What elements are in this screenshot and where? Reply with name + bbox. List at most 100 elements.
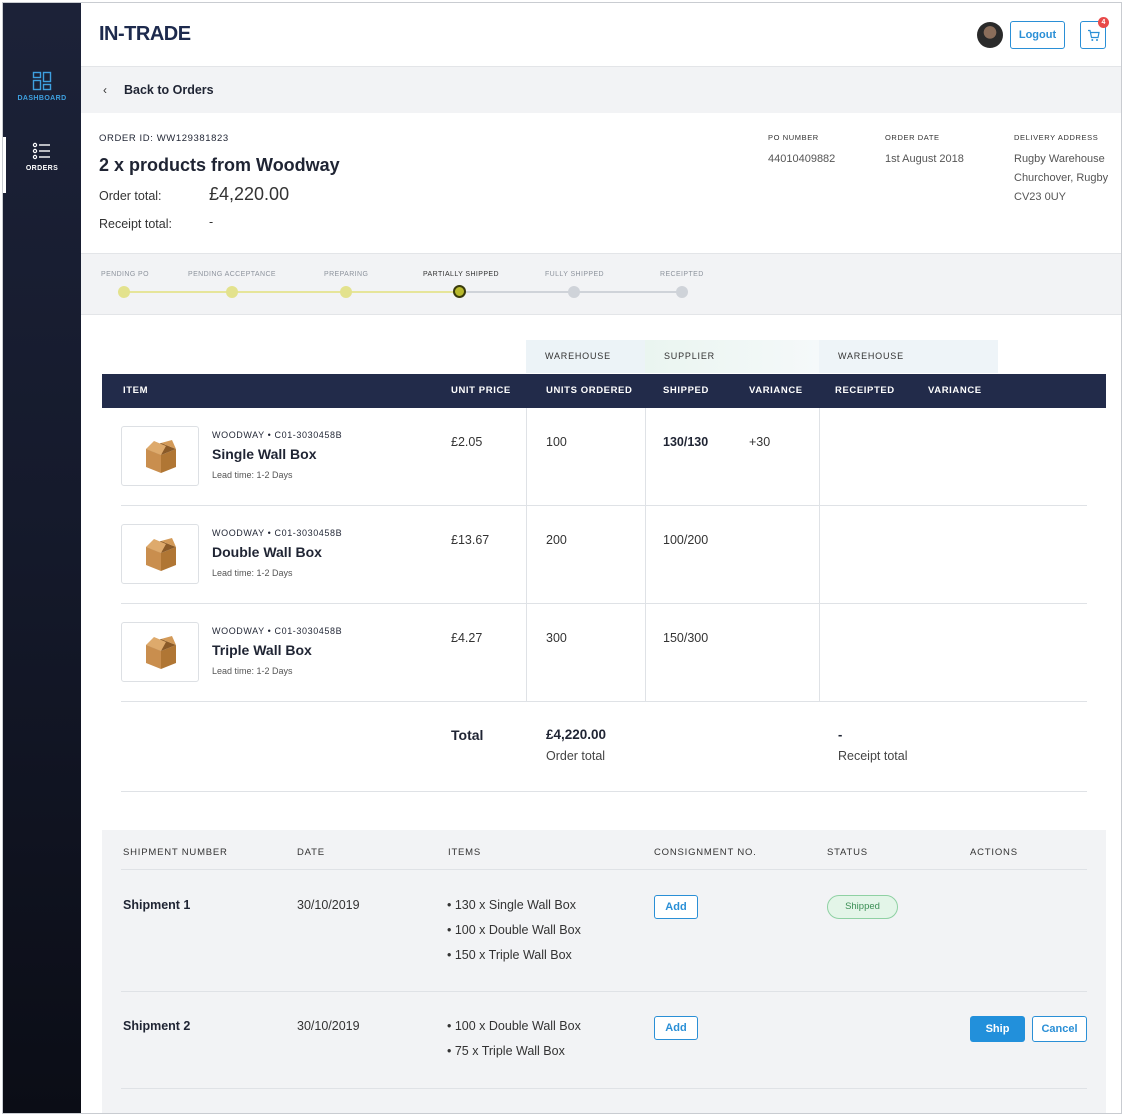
column-divider	[819, 408, 820, 702]
total-amount: £4,220.00	[546, 727, 607, 742]
page-title: 2 x products from Woodway	[99, 155, 340, 175]
totals-divider	[121, 791, 1087, 792]
sidebar-item-orders[interactable]: ORDERS	[3, 137, 81, 197]
total-sub-label: Order total	[546, 749, 606, 763]
product-image	[121, 426, 199, 486]
receipt-amount: -	[838, 727, 843, 742]
order-date-label: ORDER DATE	[885, 133, 940, 142]
top-header: IN-TRADE Logout 4	[81, 3, 1121, 67]
address-line: Churchover, Rugby	[1014, 172, 1109, 184]
po-number-value: 44010409882	[768, 153, 836, 165]
step-dot-current	[453, 285, 466, 298]
step-label: RECEIPTED	[660, 271, 704, 278]
logout-button[interactable]: Logout	[1010, 21, 1065, 49]
row-divider	[121, 869, 1087, 870]
row-divider	[121, 1088, 1087, 1089]
table-row[interactable]: WOODWAY • C01-3030458B Triple Wall Box L…	[102, 604, 1106, 702]
order-total-label: Order total:	[99, 189, 162, 203]
column-header: VARIANCE	[928, 385, 982, 396]
group-header-supplier: SUPPLIER	[645, 340, 819, 373]
column-header: SHIPMENT NUMBER	[123, 847, 228, 858]
step-dot	[568, 286, 580, 298]
delivery-address-label: DELIVERY ADDRESS	[1014, 133, 1099, 142]
po-number-label: PO NUMBER	[768, 133, 819, 142]
units-ordered: 200	[546, 533, 567, 547]
avatar[interactable]	[977, 22, 1003, 48]
group-header-warehouse: WAREHOUSE	[526, 340, 646, 373]
step-label: PENDING PO	[101, 271, 149, 278]
shipment-item: • 100 x Double Wall Box	[447, 923, 581, 937]
column-header: ITEMS	[448, 847, 482, 858]
row-divider	[121, 603, 1087, 604]
sidebar: DASHBOARD ORDERS	[3, 3, 81, 1113]
units-shipped: 100/200	[663, 533, 709, 547]
order-id: ORDER ID: WW129381823	[99, 133, 229, 144]
column-divider	[526, 408, 527, 702]
shipment-number: Shipment 1	[123, 898, 191, 912]
list-icon	[32, 142, 50, 160]
row-divider	[121, 505, 1087, 506]
sidebar-item-label: ORDERS	[25, 165, 59, 172]
step-dot	[118, 286, 130, 298]
cart-count-badge: 4	[1098, 17, 1109, 28]
ship-button[interactable]: Ship	[970, 1016, 1025, 1042]
column-header: ACTIONS	[970, 847, 1018, 858]
cancel-button[interactable]: Cancel	[1032, 1016, 1087, 1042]
receipt-total-label: Receipt total:	[99, 217, 172, 231]
step-label: PREPARING	[324, 271, 369, 278]
units-shipped: 150/300	[663, 631, 709, 645]
chevron-left-icon[interactable]: ‹	[103, 83, 107, 97]
shipment-item: • 100 x Double Wall Box	[447, 1019, 581, 1033]
step-dot	[676, 286, 688, 298]
column-divider	[645, 408, 646, 702]
unit-price: £13.67	[451, 533, 490, 547]
active-indicator	[3, 137, 6, 193]
row-divider	[121, 991, 1087, 992]
back-to-orders-link[interactable]: Back to Orders	[124, 83, 214, 97]
column-header: SHIPPED	[663, 385, 709, 396]
column-header: UNITS ORDERED	[546, 385, 633, 396]
product-sku: WOODWAY • C01-3030458B	[212, 528, 343, 538]
column-header: UNIT PRICE	[451, 385, 511, 396]
column-header: DATE	[297, 847, 325, 858]
address-line: CV23 0UY	[1014, 191, 1066, 203]
step-label-current: PARTIALLY SHIPPED	[423, 271, 499, 278]
status-badge: Shipped	[827, 895, 898, 919]
add-consignment-button[interactable]: Add	[654, 1016, 698, 1040]
product-name[interactable]: Single Wall Box	[212, 446, 317, 462]
sidebar-item-dashboard[interactable]: DASHBOARD	[3, 67, 81, 127]
column-header: RECEIPTED	[835, 385, 895, 396]
shipment-item: • 75 x Triple Wall Box	[447, 1044, 565, 1058]
product-name[interactable]: Double Wall Box	[212, 544, 322, 560]
product-name[interactable]: Triple Wall Box	[212, 642, 312, 658]
units-shipped: 130/130	[663, 435, 709, 449]
sidebar-item-label: DASHBOARD	[17, 95, 67, 102]
order-summary: ORDER ID: WW129381823 2 x products from …	[81, 113, 1121, 253]
unit-price: £2.05	[451, 435, 483, 449]
column-header: CONSIGNMENT NO.	[654, 847, 757, 858]
column-header: ITEM	[123, 385, 149, 396]
shipment-date: 30/10/2019	[297, 1019, 360, 1033]
units-ordered: 300	[546, 631, 567, 645]
box-icon	[146, 636, 176, 669]
row-divider	[121, 701, 1087, 702]
units-ordered: 100	[546, 435, 567, 449]
step-label: FULLY SHIPPED	[545, 271, 605, 278]
lead-time: Lead time: 1-2 Days	[212, 470, 293, 480]
logo[interactable]: IN-TRADE	[99, 23, 191, 45]
box-icon	[146, 538, 176, 571]
product-image	[121, 524, 199, 584]
add-consignment-button[interactable]: Add	[654, 895, 698, 919]
shipment-number: Shipment 2	[123, 1019, 191, 1033]
dashboard-icon	[32, 71, 52, 91]
receipt-total-value: -	[209, 215, 214, 229]
shipments-panel: SHIPMENT NUMBER DATE ITEMS CONSIGNMENT N…	[102, 830, 1106, 1113]
table-row[interactable]: WOODWAY • C01-3030458B Double Wall Box L…	[102, 506, 1106, 604]
total-label: Total	[451, 727, 484, 743]
shipment-item: • 130 x Single Wall Box	[447, 898, 576, 912]
shipment-item: • 150 x Triple Wall Box	[447, 948, 572, 962]
shipment-date: 30/10/2019	[297, 898, 360, 912]
progress-track-complete	[124, 291, 461, 293]
table-row[interactable]: WOODWAY • C01-3030458B Single Wall Box L…	[102, 408, 1106, 506]
